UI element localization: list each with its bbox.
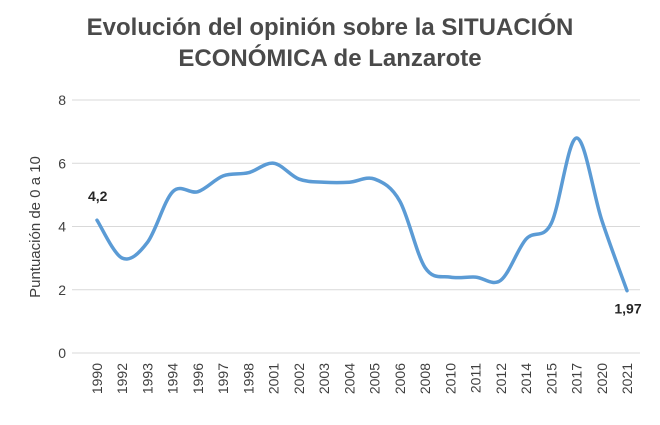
data-labels: 4,2 1,97: [88, 188, 642, 317]
series-group: [95, 136, 629, 293]
data-point-2010: [448, 275, 452, 279]
chart-title-line-2: ECONÓMICA de Lanzarote: [178, 45, 482, 72]
data-label: 1,97: [614, 301, 641, 317]
x-tick-label: 2010: [442, 363, 458, 394]
chart-title: Evolución del opinión sobre la SITUACIÓN…: [0, 12, 660, 74]
x-tick-label: 2008: [417, 363, 433, 394]
data-point-2001: [272, 161, 276, 165]
gridlines: [72, 99, 640, 354]
x-tick-label: 2003: [316, 363, 332, 394]
data-point-2004: [347, 180, 351, 184]
x-tick-label: 1997: [215, 363, 231, 394]
chart-title-line-1: Evolución del opinión sobre la SITUACIÓN: [86, 14, 574, 41]
data-label: 4,2: [88, 188, 108, 204]
data-point-2011: [474, 275, 478, 279]
y-axis-label: Puntuación de 0 a 10: [27, 156, 44, 298]
x-tick-label: 2011: [468, 363, 484, 393]
data-point-2012: [499, 278, 503, 282]
y-tick-label: 0: [58, 345, 66, 361]
data-point-1992: [120, 256, 124, 260]
x-tick-label: 1990: [89, 363, 105, 394]
x-tick-label: 2002: [291, 363, 307, 394]
data-point-1997: [221, 174, 225, 178]
x-tick-label: 2020: [594, 363, 610, 394]
data-point-2008: [423, 266, 427, 270]
x-tick-label: 2014: [518, 363, 534, 394]
y-tick-label: 6: [58, 155, 66, 171]
y-tick-label: 2: [58, 282, 66, 298]
x-tick-label: 1998: [240, 363, 256, 394]
data-point-2017: [575, 136, 579, 140]
y-tick-label: 8: [58, 92, 66, 108]
data-point-1998: [246, 171, 250, 175]
y-axis-ticks: 0 2 4 6 8: [58, 92, 66, 361]
data-point-2002: [297, 177, 301, 181]
data-point-1990: [95, 218, 99, 222]
x-tick-label: 1996: [190, 363, 206, 394]
data-point-2021: [625, 289, 629, 293]
data-point-2015: [549, 221, 553, 225]
data-point-2005: [373, 177, 377, 181]
x-tick-label: 2012: [493, 363, 509, 394]
x-tick-label: 2017: [569, 363, 585, 394]
data-point-1994: [171, 190, 175, 194]
x-tick-label: 2001: [266, 363, 282, 394]
data-point-2003: [322, 180, 326, 184]
x-tick-label: 2006: [392, 363, 408, 394]
y-tick-label: 4: [58, 219, 66, 235]
x-tick-label: 2005: [367, 363, 383, 394]
data-point-2014: [524, 237, 528, 241]
x-tick-label: 2021: [619, 363, 635, 394]
data-point-1996: [196, 190, 200, 194]
data-point-1993: [145, 240, 149, 244]
series-line-0: [95, 136, 629, 293]
x-axis-ticks: 1990 1992 1993 1994 1996 1997 1998 2001 2002 2003…: [89, 363, 635, 394]
x-tick-label: 2004: [341, 363, 357, 394]
x-tick-label: 1993: [139, 363, 155, 394]
x-tick-label: 1992: [114, 363, 130, 394]
data-point-2006: [398, 199, 402, 203]
x-tick-label: 2015: [543, 363, 559, 394]
x-tick-label: 1994: [165, 363, 181, 394]
data-point-2020: [600, 218, 604, 222]
